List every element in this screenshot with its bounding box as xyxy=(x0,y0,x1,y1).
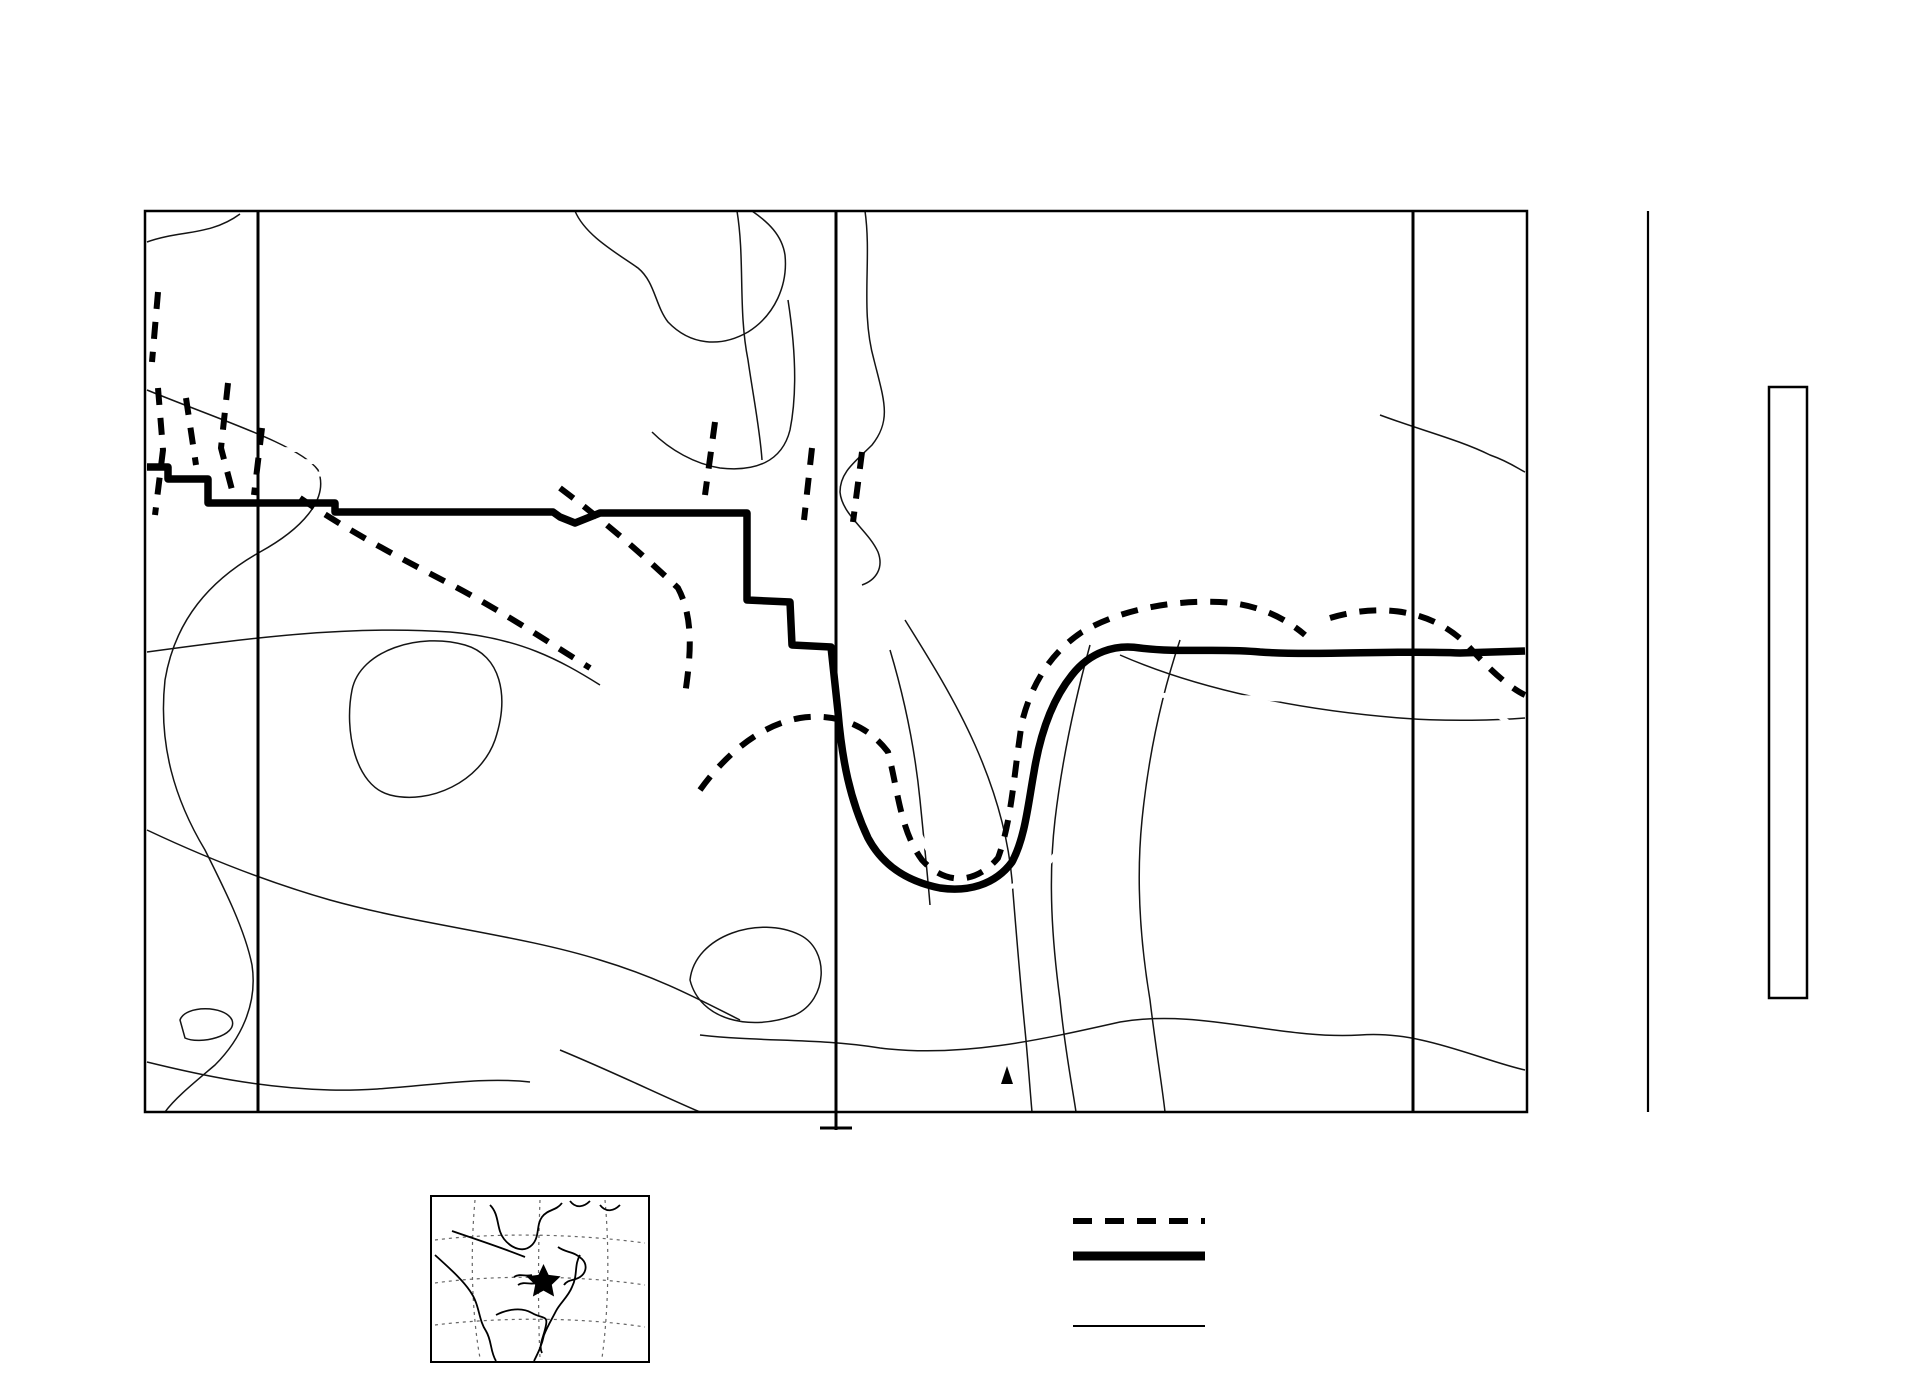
co-filled-contour-field xyxy=(145,211,1527,1112)
map-inset xyxy=(430,1195,650,1363)
legend-row-wind xyxy=(1037,1309,1457,1343)
map-coastlines xyxy=(434,1200,621,1362)
epv-line-sample-icon xyxy=(1073,1218,1205,1224)
legend-row-ozone xyxy=(1037,1274,1457,1308)
colorbar-gradient xyxy=(1770,388,1806,997)
legend-row-epv xyxy=(1037,1204,1457,1238)
ozone-line-sample-icon xyxy=(1073,1288,1205,1294)
map-location-star-icon xyxy=(526,1264,561,1297)
tropopause-line-sample-icon xyxy=(1073,1251,1205,1261)
theta-line-sample-icon xyxy=(1073,1357,1205,1361)
legend-row-tropopause xyxy=(1037,1239,1457,1273)
legend-box xyxy=(1037,1192,1457,1373)
map-graticule xyxy=(434,1199,646,1359)
legend-row-theta xyxy=(1037,1342,1457,1376)
wind-line-sample-icon xyxy=(1073,1325,1205,1327)
